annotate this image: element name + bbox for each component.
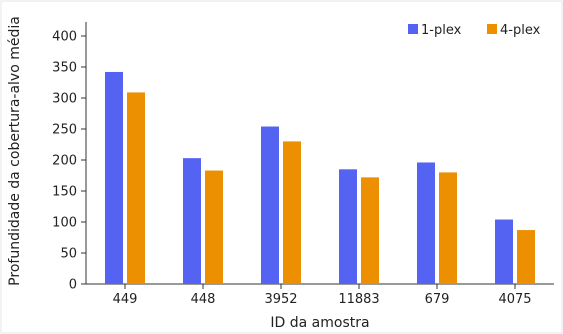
bar-1-plex-449 <box>105 71 123 285</box>
legend-swatch-1-plex <box>408 24 418 34</box>
bar-1-plex-448 <box>183 158 201 284</box>
legend-swatch-4-plex <box>487 24 497 34</box>
legend-label-1-plex: 1-plex <box>421 23 462 38</box>
y-tick-label: 300 <box>52 92 77 107</box>
bar-1-plex-11883 <box>339 169 357 284</box>
x-tick-label: 448 <box>191 292 216 307</box>
x-tick-label: 4075 <box>498 292 531 307</box>
y-tick-label: 50 <box>60 247 77 262</box>
x-tick-label: 11883 <box>338 292 379 307</box>
x-axis-title: ID da amostra <box>270 315 369 331</box>
x-tick-label: 449 <box>113 292 138 307</box>
bar-4-plex-679 <box>439 172 457 284</box>
bar-4-plex-448 <box>205 170 223 284</box>
y-tick-label: 350 <box>52 61 77 76</box>
x-tick-label: 679 <box>425 292 450 307</box>
bar-4-plex-11883 <box>361 177 379 284</box>
bar-4-plex-449 <box>127 92 145 284</box>
bar-1-plex-3952 <box>261 126 279 285</box>
legend-label-4-plex: 4-plex <box>500 23 541 38</box>
y-tick-label: 250 <box>52 123 77 138</box>
y-axis-title: Profundidade da cobertura-alvo média <box>7 16 23 286</box>
y-tick-label: 100 <box>52 216 77 231</box>
bar-4-plex-4075 <box>517 230 535 284</box>
y-tick-label: 400 <box>52 30 77 45</box>
y-tick-label: 0 <box>69 278 77 293</box>
y-tick-label: 150 <box>52 185 77 200</box>
y-tick-label: 200 <box>52 154 77 169</box>
x-tick-label: 3952 <box>264 292 297 307</box>
bar-4-plex-3952 <box>283 141 301 284</box>
bar-1-plex-4075 <box>495 219 513 284</box>
legend: 1-plex 4-plex <box>408 23 541 38</box>
plot-area: 0 50 100 150 200 250 300 350 400 449 448 3952 11883 6… <box>52 22 554 307</box>
bar-1-plex-679 <box>417 162 435 284</box>
